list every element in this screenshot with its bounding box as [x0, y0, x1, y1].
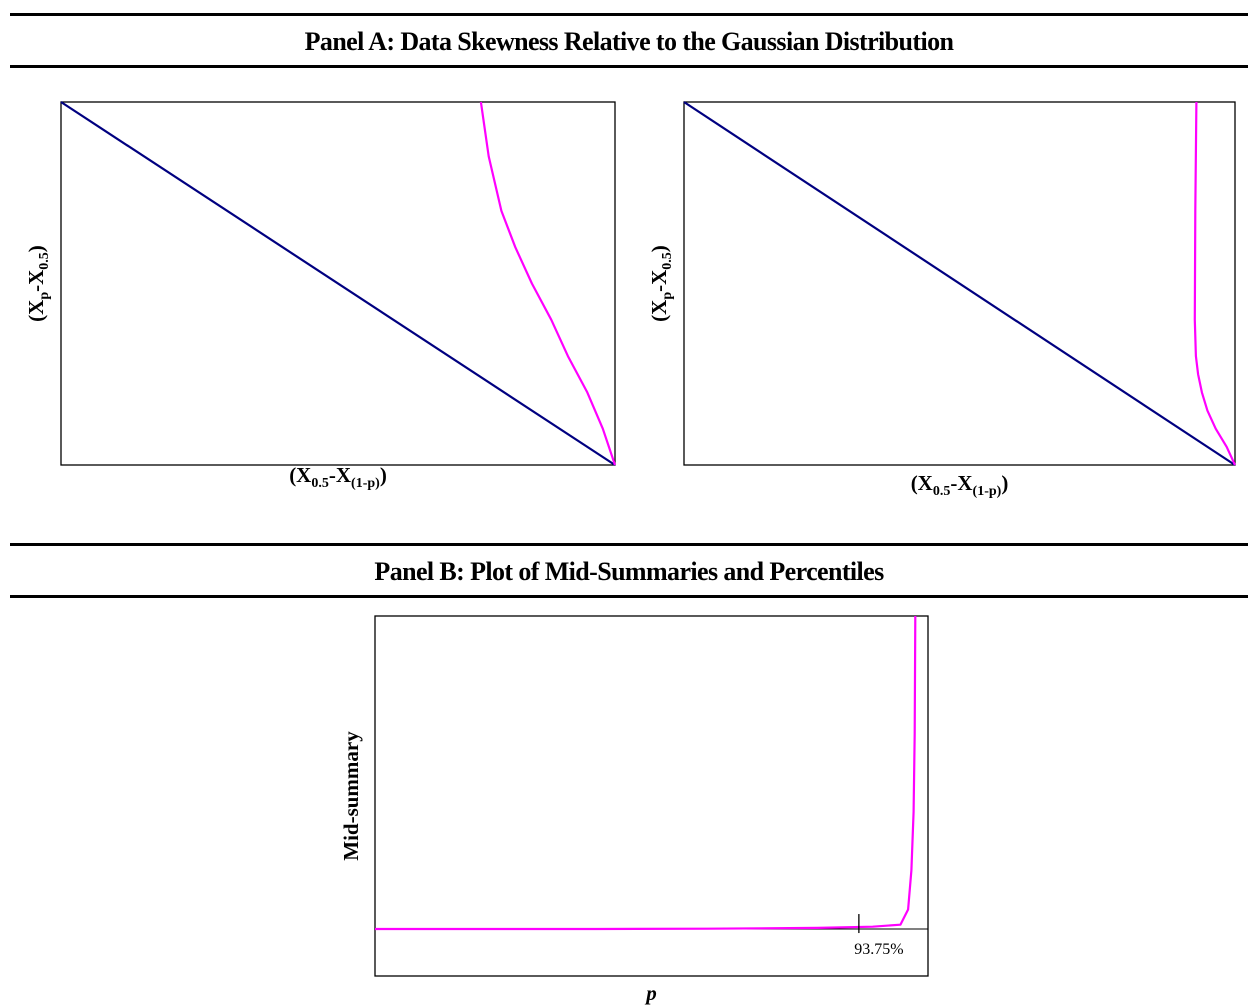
- x-axis-label: p: [644, 981, 657, 1005]
- chart-3: 93.75% p Mid-summary: [339, 615, 929, 1005]
- x-axis-label: (X0.5-X(1-p)): [289, 463, 387, 491]
- x-axis-label: (X0.5-X(1-p)): [911, 471, 1009, 499]
- reference-line: [683, 101, 1236, 466]
- panel-a-top-rule: [10, 13, 1248, 16]
- data-curve: [375, 615, 917, 931]
- data-curve: [479, 101, 617, 466]
- chart-2: (X0.5-X(1-p)) (Xp-X0.5): [647, 101, 1236, 499]
- panel-a-title: Panel A: Data Skewness Relative to the G…: [304, 27, 954, 56]
- y-axis-label: (Xp-X0.5): [24, 245, 52, 322]
- chart-1: (X0.5-X(1-p)) (Xp-X0.5): [24, 101, 617, 491]
- plot-frame: [374, 615, 929, 977]
- y-axis-label: Mid-summary: [339, 731, 363, 861]
- y-axis-label: (Xp-X0.5): [647, 245, 675, 322]
- panel-b-top-rule: [10, 543, 1248, 546]
- panel-a-bottom-rule: [10, 65, 1248, 68]
- panel-b-title: Panel B: Plot of Mid-Summaries and Perce…: [374, 557, 884, 586]
- data-curve: [1193, 101, 1236, 466]
- panel-b-bottom-rule: [10, 595, 1248, 598]
- reference-line: [60, 101, 616, 466]
- annotation-label: 93.75%: [854, 941, 903, 958]
- plot-frame: [683, 101, 1236, 466]
- plot-frame: [60, 101, 616, 466]
